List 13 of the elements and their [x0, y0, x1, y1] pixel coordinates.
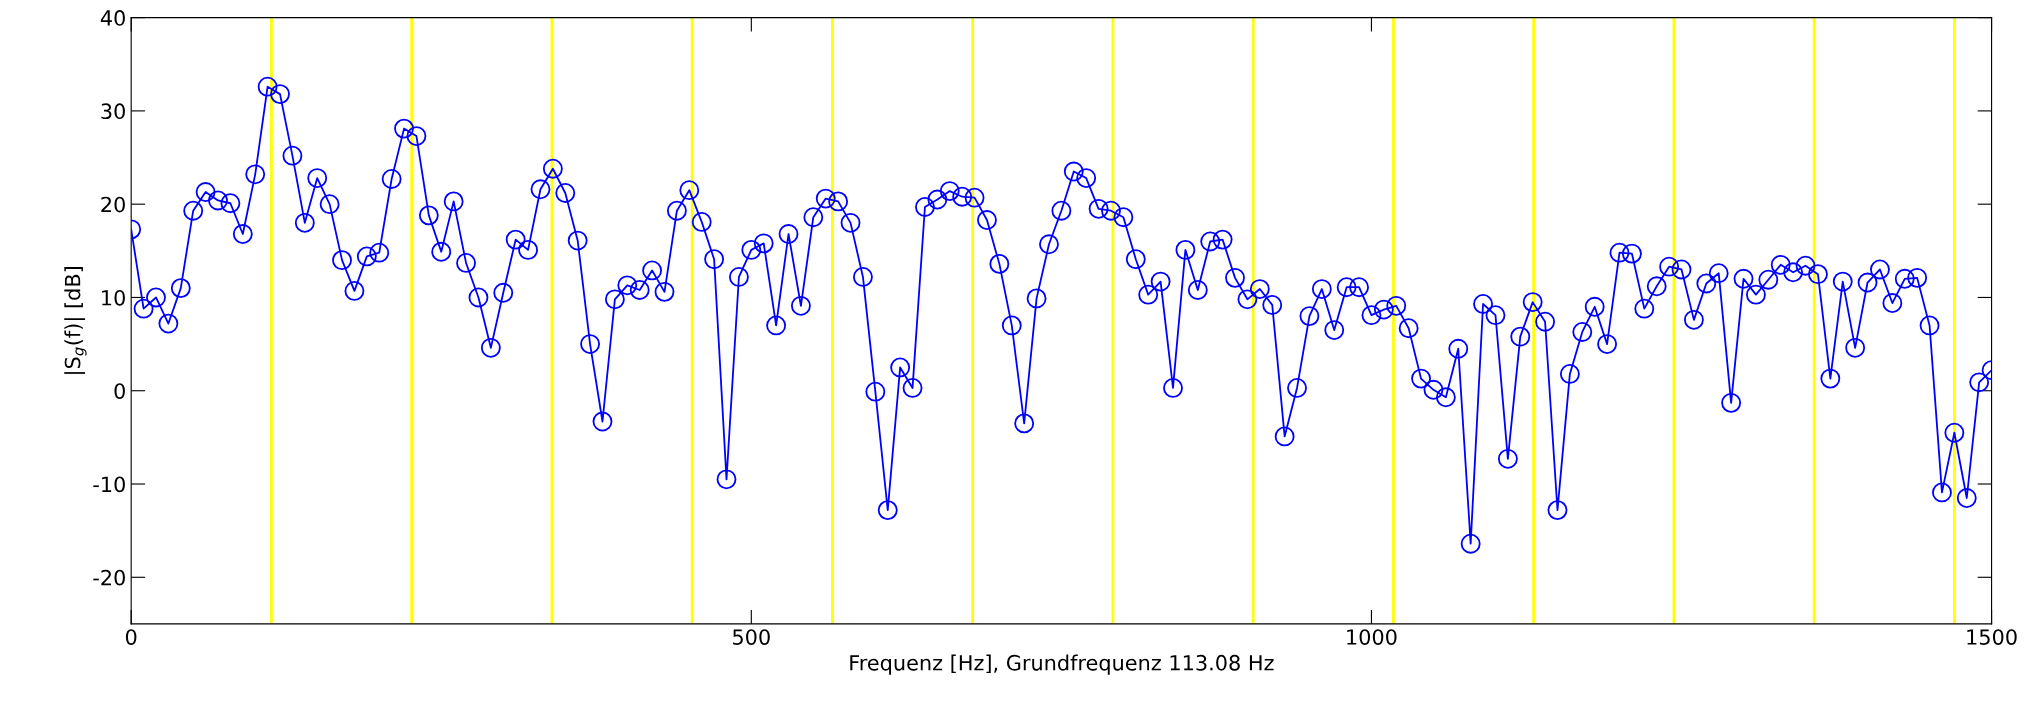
- x-tick-label: 1500: [1967, 629, 2017, 645]
- x-tick-label: 500: [733, 629, 770, 645]
- y-tick-label: 30: [101, 103, 125, 120]
- y-axis-title: |S$_{g}$(f)| [dB]: [64, 267, 87, 374]
- y-tick-label: 0: [114, 383, 125, 399]
- y-tick-label: -20: [93, 569, 125, 586]
- x-tick-label: 0: [125, 629, 137, 645]
- x-axis-title: Frequenz [Hz], Grundfrequenz 113.08 Hz: [850, 654, 1274, 675]
- y-tick-label: 40: [100, 10, 125, 26]
- y-tick-label: 10: [102, 289, 125, 306]
- x-tick-label: 1000: [1347, 629, 1397, 645]
- y-tick-label: 20: [101, 196, 125, 213]
- y-tick-label: -10: [93, 476, 125, 493]
